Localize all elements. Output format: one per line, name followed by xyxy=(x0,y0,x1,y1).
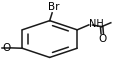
Text: O: O xyxy=(98,34,106,44)
Text: NH: NH xyxy=(89,19,104,29)
Text: O: O xyxy=(2,43,10,53)
Text: Br: Br xyxy=(48,2,59,12)
